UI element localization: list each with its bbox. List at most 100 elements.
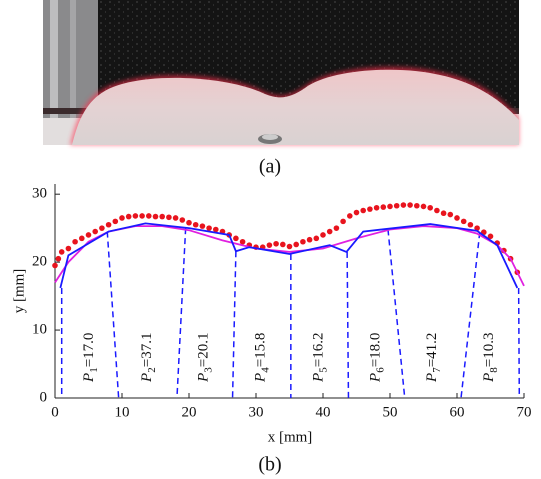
data-point: [400, 202, 407, 208]
data-point: [72, 238, 78, 245]
section-symbol: P: [196, 373, 212, 383]
section-value: =20.1: [196, 333, 212, 368]
x-axis-label: x [mm]: [268, 429, 313, 445]
data-point: [206, 225, 212, 231]
section-value: =10.3: [482, 333, 498, 368]
x-tick-label: 70: [517, 404, 532, 420]
data-point: [487, 233, 494, 240]
data-point: [306, 236, 313, 243]
data-point: [333, 225, 340, 231]
data-point: [414, 202, 420, 209]
data-point: [320, 232, 326, 238]
section-symbol: P: [368, 373, 384, 383]
data-point: [199, 223, 206, 229]
data-point: [340, 218, 346, 225]
plot: 0 10 20 30 40 50 60 700102030P1=17.0P2=37.1P3=2…: [32, 184, 532, 420]
data-point: [139, 213, 145, 219]
section-label: P3=20.1: [196, 333, 214, 383]
x-tick-label: 40: [316, 404, 331, 420]
profile-line: [54, 225, 525, 287]
data-point: [79, 235, 85, 242]
data-point: [233, 235, 239, 242]
data-point: [166, 214, 172, 221]
y-tick-label: 0: [40, 389, 48, 405]
section-index: 5: [317, 367, 329, 373]
data-point: [474, 225, 480, 231]
data-point: [501, 247, 507, 254]
section-label: P6=18.0: [368, 333, 386, 383]
section-value: =41.2: [424, 333, 440, 368]
data-point: [186, 219, 192, 226]
section-index: 4: [259, 367, 271, 373]
caption: (b): [258, 454, 281, 476]
data-point: [393, 202, 400, 209]
section-value: =37.1: [139, 333, 155, 368]
data-point: [192, 221, 199, 228]
data-point: [112, 218, 119, 225]
data-point: [280, 241, 286, 248]
data-point: [92, 228, 98, 235]
data-point: [387, 203, 393, 210]
section-symbol: P: [139, 373, 155, 383]
section-label: P7=41.2: [424, 333, 442, 383]
section-divider: [517, 287, 521, 399]
data-point: [286, 243, 293, 250]
section-value: =16.2: [311, 333, 327, 368]
data-point: [65, 245, 72, 252]
data-point: [353, 209, 360, 216]
section-index: 6: [374, 367, 386, 373]
section-label: P2=37.1: [139, 333, 157, 383]
section-value: =15.8: [253, 333, 269, 368]
data-point: [132, 213, 139, 219]
data-point: [427, 204, 434, 211]
section-divider: [106, 231, 120, 399]
data-point: [125, 213, 132, 220]
section-label: P8=10.3: [482, 333, 500, 383]
x-tick-label: 20: [182, 404, 197, 420]
data-point: [447, 211, 454, 218]
data-point: [407, 202, 413, 208]
data-point: [367, 206, 373, 212]
photo: [43, 0, 519, 145]
data-point: [300, 238, 306, 245]
data-point: [152, 213, 159, 220]
section-value: =18.0: [368, 333, 384, 368]
section-symbol: P: [82, 373, 98, 383]
data-point: [85, 232, 92, 238]
data-point: [58, 249, 65, 255]
section-divider: [176, 228, 187, 399]
profile-line: [59, 222, 519, 289]
data-point: [467, 221, 474, 228]
section-symbol: P: [253, 373, 269, 383]
data-point: [239, 238, 246, 245]
data-point: [460, 218, 467, 225]
section-label: P1=17.0: [82, 333, 100, 383]
section-index: 8: [488, 367, 500, 373]
section-symbol: P: [424, 373, 440, 383]
data-point: [159, 213, 165, 220]
x-tick-label: 30: [249, 404, 264, 420]
y-tick-label: 10: [32, 322, 47, 338]
data-point: [273, 240, 279, 247]
caption: (a): [259, 156, 281, 178]
section-divider: [346, 251, 350, 399]
section-label: P5=16.2: [311, 333, 329, 383]
y-axis-label: y [mm]: [11, 269, 27, 314]
x-tick-label: 50: [383, 404, 398, 420]
data-point: [360, 207, 367, 214]
data-point: [434, 207, 440, 214]
section-value: =17.0: [82, 333, 98, 368]
data-point: [119, 215, 125, 221]
data-point: [213, 226, 219, 233]
section-symbol: P: [482, 373, 498, 383]
data-point: [146, 213, 152, 219]
section-index: 7: [430, 367, 442, 373]
x-tick-label: 60: [450, 404, 465, 420]
section-index: 3: [202, 367, 214, 373]
data-point: [373, 204, 380, 211]
data-point: [347, 213, 353, 219]
x-tick-label: 0: [51, 404, 59, 420]
data-point: [105, 221, 112, 228]
section-divider: [460, 232, 481, 399]
